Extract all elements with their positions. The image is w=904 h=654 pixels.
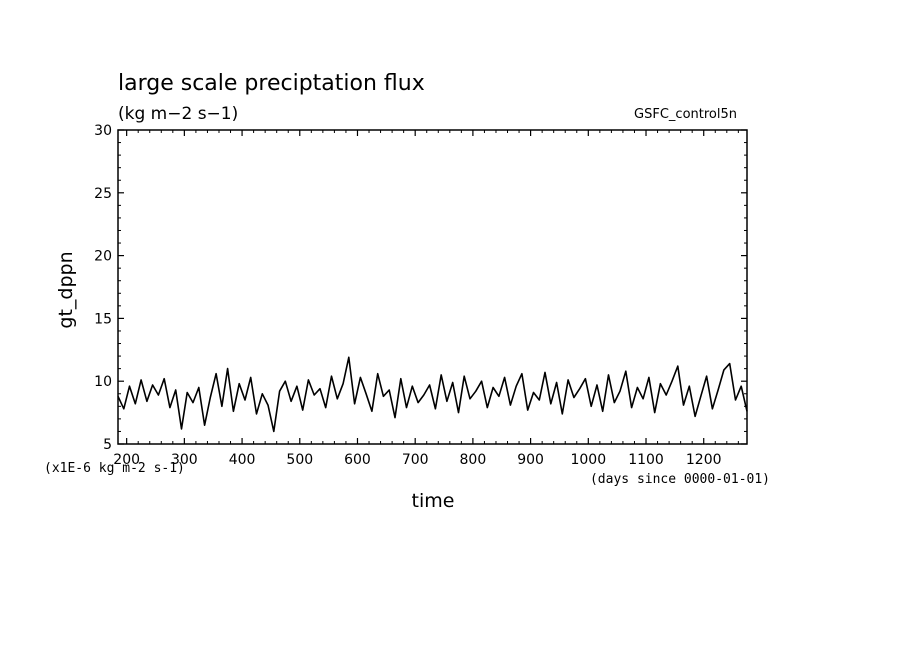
x-unit-note: (days since 0000-01-01)	[590, 472, 770, 487]
y-tick-label: 15	[94, 311, 112, 327]
y-axis-label: gt_dppn	[55, 251, 77, 328]
x-tick-label: 1100	[628, 452, 664, 468]
x-tick-label: 1200	[686, 452, 722, 468]
y-tick-label: 5	[103, 437, 112, 453]
y-tick-label: 30	[94, 123, 112, 139]
chart-subtitle: (kg m−2 s−1)	[118, 104, 238, 124]
x-tick-label: 400	[229, 452, 256, 468]
x-tick-label: 500	[286, 452, 313, 468]
run-label: GSFC_control5n	[634, 107, 737, 122]
x-axis-label: time	[412, 490, 455, 512]
x-tick-label: 1000	[570, 452, 606, 468]
x-tick-label: 800	[460, 452, 487, 468]
x-tick-label: 300	[171, 452, 198, 468]
series-line	[117, 356, 748, 433]
x-tick-label: 600	[344, 452, 371, 468]
chart-title: large scale preciptation flux	[118, 71, 425, 96]
x-tick-label: 700	[402, 452, 429, 468]
plot-frame	[117, 129, 748, 445]
y-unit-note: (x1E-6 kg m-2 s-1)	[44, 461, 185, 476]
y-tick-label: 10	[94, 374, 112, 390]
y-axis-ticks: 5 10 15 20 25 30	[94, 123, 747, 453]
x-tick-label: 900	[517, 452, 544, 468]
y-tick-label: 20	[94, 249, 112, 265]
y-tick-label: 25	[94, 186, 112, 202]
x-tick-label: 200	[113, 452, 140, 468]
